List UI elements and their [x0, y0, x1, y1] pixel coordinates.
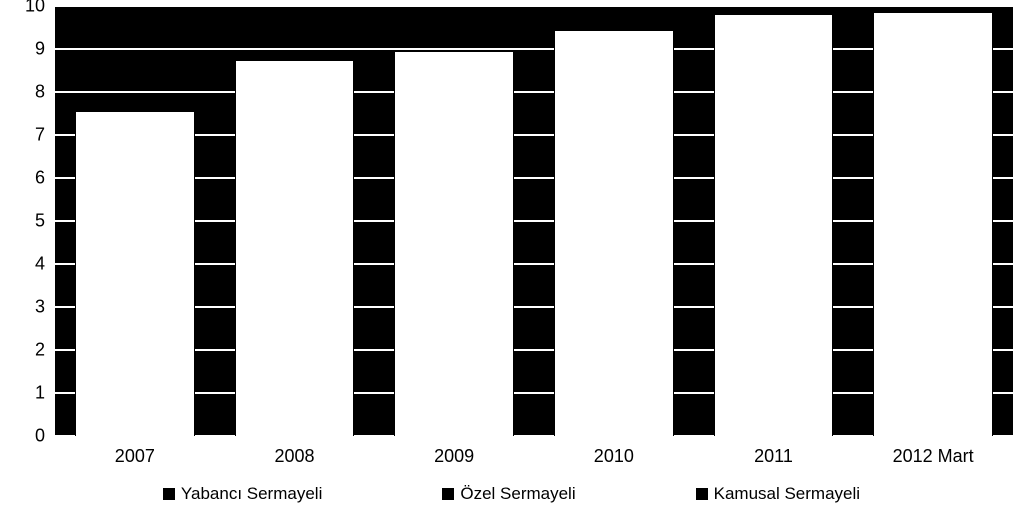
gridline — [55, 91, 1013, 93]
gridline — [55, 435, 1013, 437]
y-tick-label: 10 — [0, 0, 45, 17]
gridline — [55, 392, 1013, 394]
gridline — [55, 349, 1013, 351]
y-tick-label: 5 — [0, 211, 45, 232]
plot-area — [55, 6, 1013, 436]
x-tick-label: 2012 Mart — [893, 446, 974, 467]
y-tick-label: 7 — [0, 125, 45, 146]
legend-item: Kamusal Sermayeli — [696, 484, 860, 504]
y-tick-label: 6 — [0, 168, 45, 189]
legend-swatch — [163, 488, 175, 500]
y-tick-label: 3 — [0, 297, 45, 318]
y-tick-label: 9 — [0, 39, 45, 60]
gridline — [55, 306, 1013, 308]
legend: Yabancı Sermayeli Özel Sermayeli Kamusal S… — [0, 484, 1023, 504]
y-tick-label: 4 — [0, 254, 45, 275]
bar — [394, 51, 514, 436]
legend-label: Kamusal Sermayeli — [714, 484, 860, 504]
y-tick-label: 2 — [0, 340, 45, 361]
legend-swatch — [696, 488, 708, 500]
gridline — [55, 263, 1013, 265]
bar — [235, 60, 355, 436]
bar — [554, 30, 674, 436]
bar — [714, 14, 834, 436]
gridline — [55, 5, 1013, 7]
x-tick-label: 2007 — [115, 446, 155, 467]
bar — [873, 12, 993, 436]
y-tick-label: 1 — [0, 383, 45, 404]
legend-item: Yabancı Sermayeli — [163, 484, 322, 504]
gridline — [55, 48, 1013, 50]
bar — [75, 111, 195, 436]
legend-label: Yabancı Sermayeli — [181, 484, 322, 504]
gridline — [55, 134, 1013, 136]
legend-swatch — [442, 488, 454, 500]
x-tick-label: 2010 — [594, 446, 634, 467]
x-tick-label: 2008 — [274, 446, 314, 467]
x-tick-label: 2011 — [754, 446, 793, 467]
bar-chart: 0 1 2 3 4 5 6 7 8 9 10 2007 2008 2009 2010 2011 2012 Ma… — [0, 0, 1023, 518]
y-tick-label: 8 — [0, 82, 45, 103]
y-tick-label: 0 — [0, 426, 45, 447]
gridline — [55, 177, 1013, 179]
gridline — [55, 220, 1013, 222]
x-tick-label: 2009 — [434, 446, 474, 467]
legend-item: Özel Sermayeli — [442, 484, 575, 504]
legend-label: Özel Sermayeli — [460, 484, 575, 504]
